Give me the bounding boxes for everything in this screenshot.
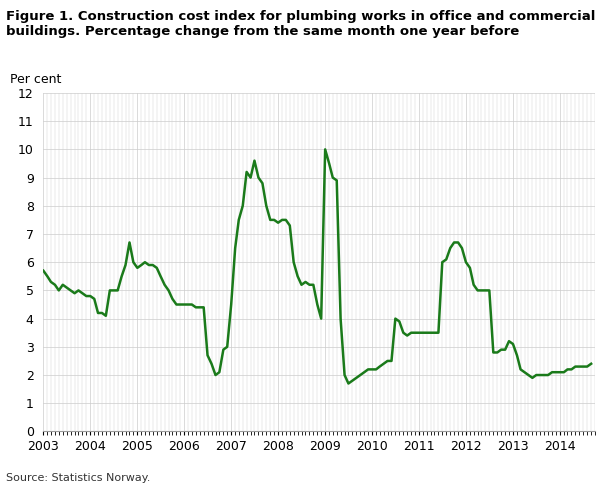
Text: Figure 1. Construction cost index for plumbing works in office and commercial
bu: Figure 1. Construction cost index for pl… (6, 10, 595, 38)
Y-axis label: Per cent: Per cent (10, 73, 62, 86)
Text: Source: Statistics Norway.: Source: Statistics Norway. (6, 473, 151, 483)
